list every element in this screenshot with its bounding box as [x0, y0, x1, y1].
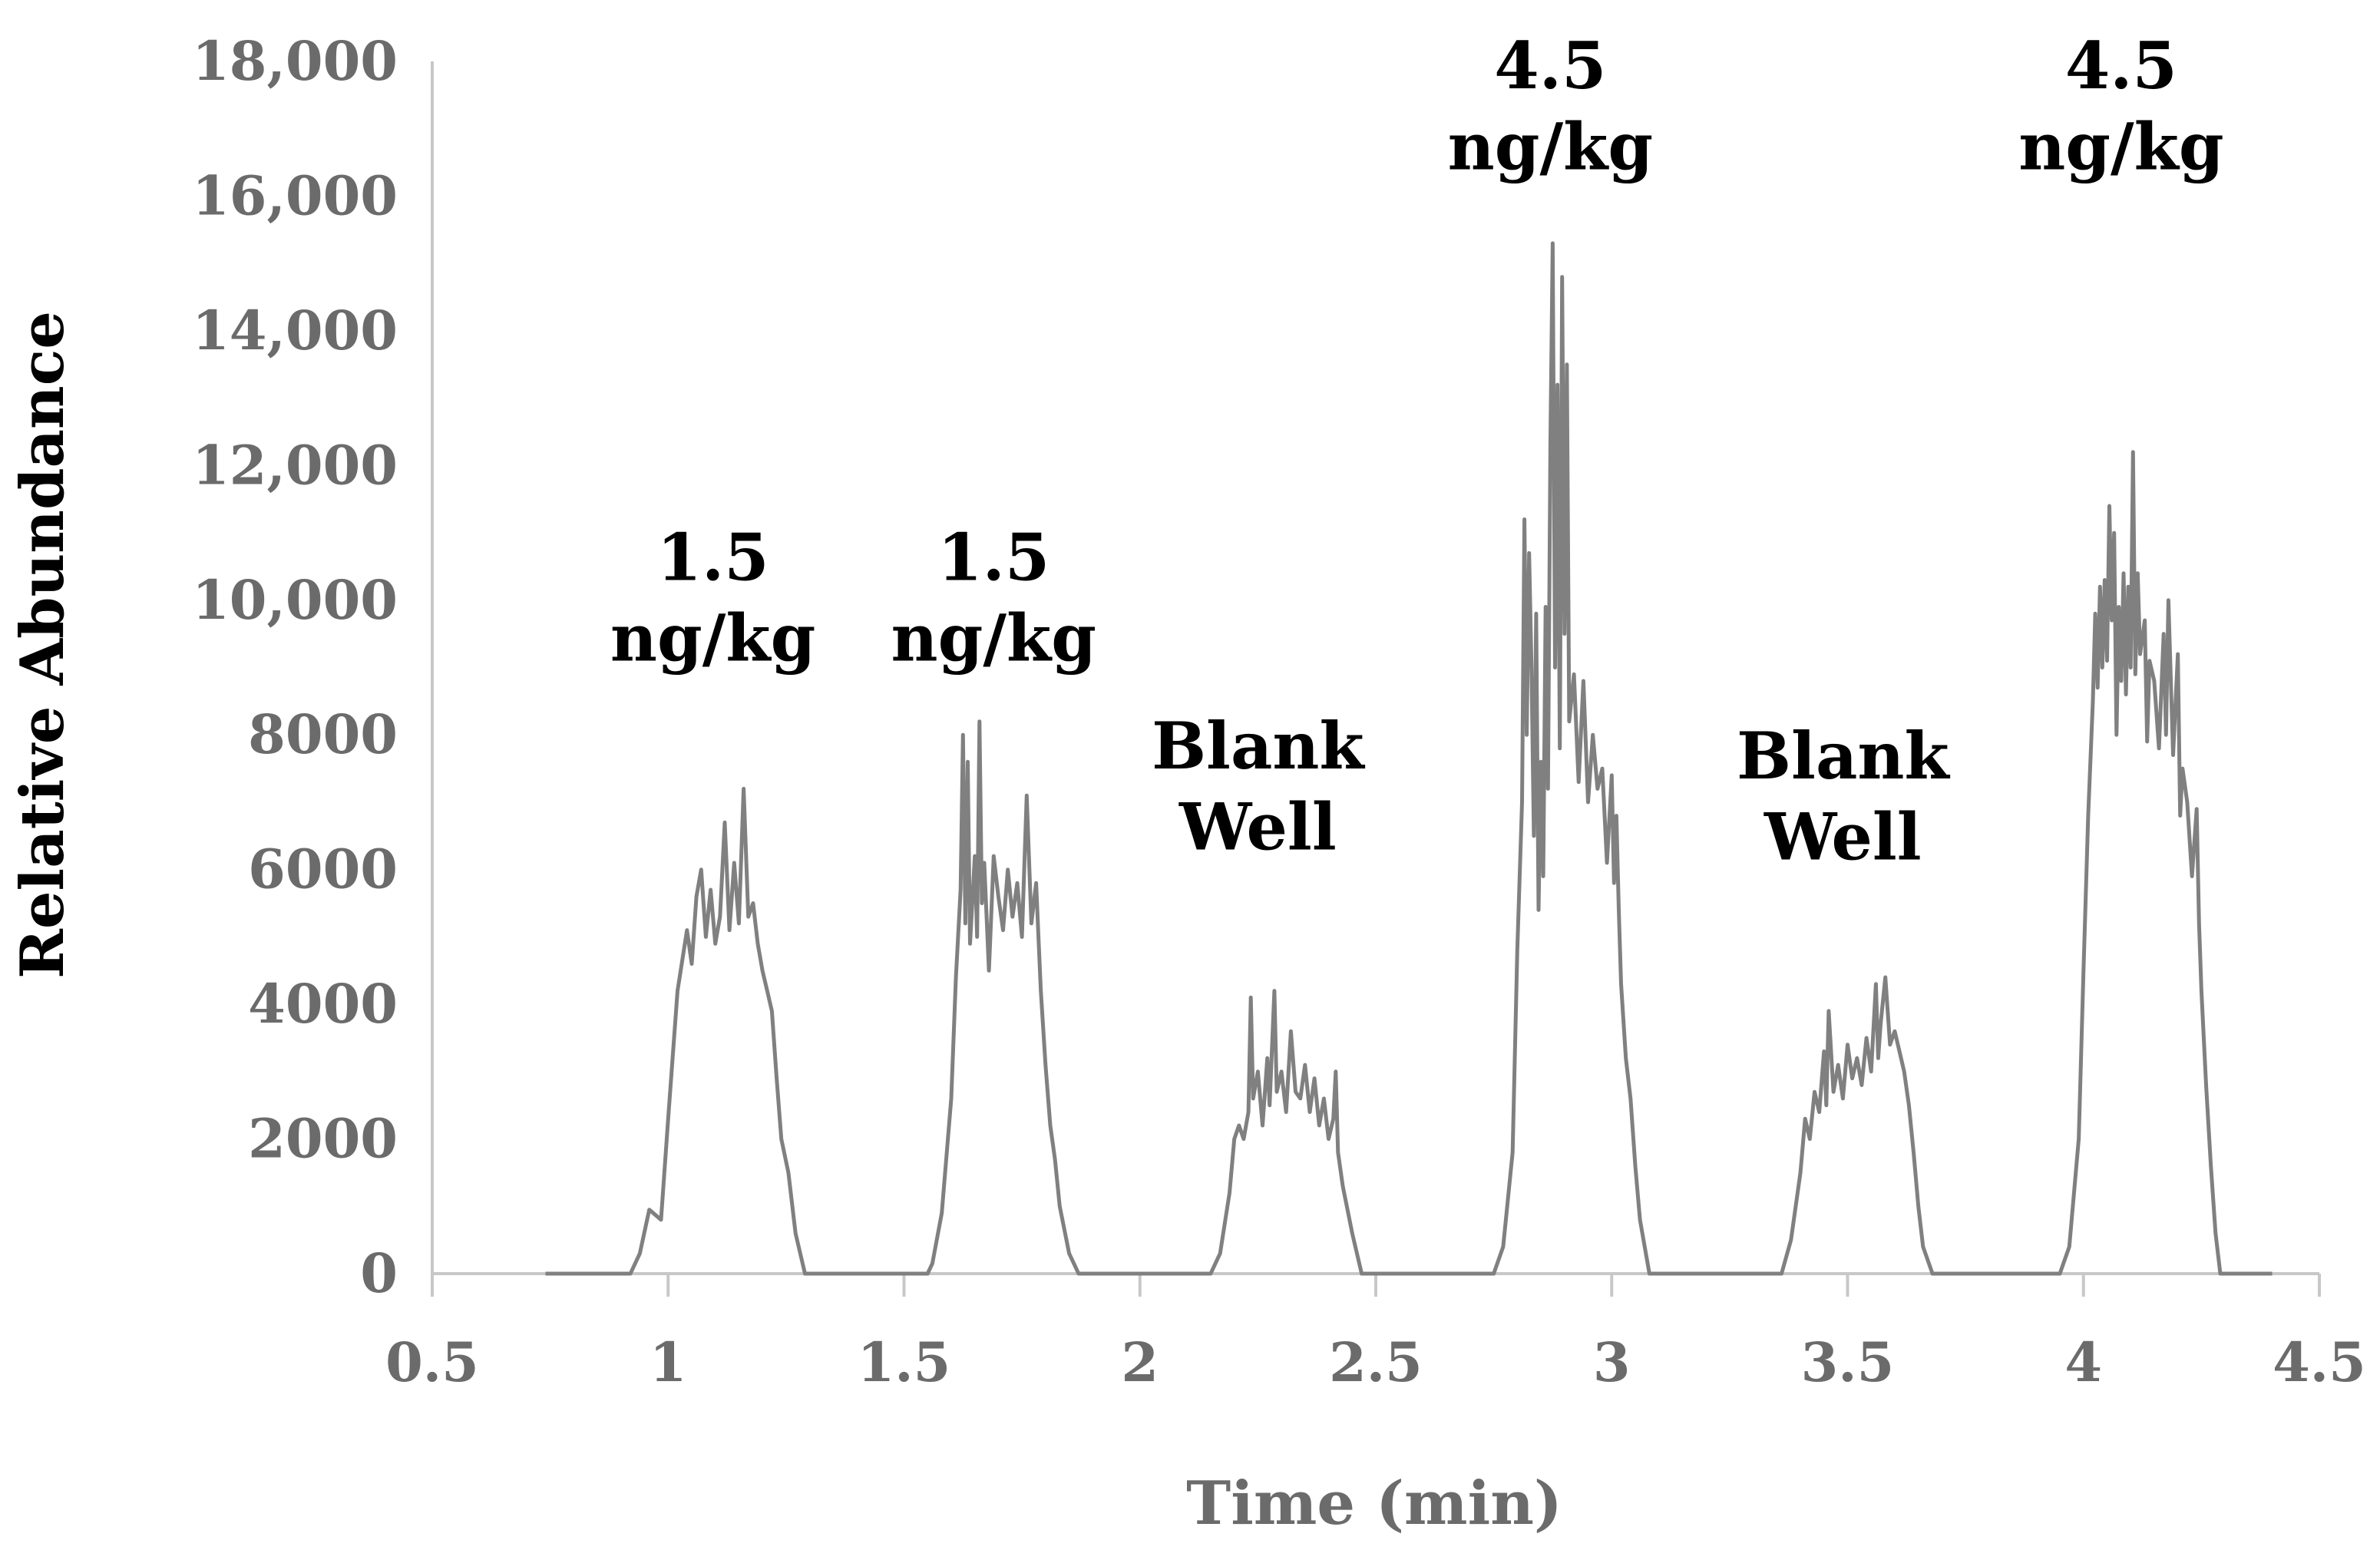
x-tick-label: 1.5: [858, 1330, 951, 1394]
annotation-line-1: Blank: [1152, 708, 1365, 784]
y-tick-label: 12,000: [192, 433, 398, 497]
y-tick-label: 14,000: [192, 299, 398, 362]
series-layer: [545, 241, 2273, 1276]
annotation-line-1: 4.5: [1494, 28, 1606, 104]
x-tick-label: 3: [1593, 1330, 1631, 1394]
y-tick-label: 4000: [248, 972, 398, 1036]
series-line: [545, 241, 2273, 1276]
y-tick-label: 6000: [248, 838, 398, 901]
y-tick-label: 0: [360, 1241, 398, 1305]
annotation-line-2: ng/kg: [2018, 108, 2223, 184]
x-tick-label: 3.5: [1801, 1330, 1895, 1394]
annotation-line-2: ng/kg: [1448, 108, 1653, 184]
y-tick-label: 8000: [248, 702, 398, 766]
y-tick-label: 2000: [248, 1107, 398, 1171]
annotation-line-1: Blank: [1737, 718, 1950, 794]
y-axis-ticks: 0 2000 4000 6000 8000 10,000 12,000 14,000 16,00…: [192, 29, 398, 1305]
peak-annotation: 4.5ng/kg: [2018, 28, 2223, 184]
annotation-line-2: Well: [1178, 788, 1337, 864]
y-axis-title: Relative Abundance: [8, 311, 78, 979]
annotation-layer: 1.5ng/kg1.5ng/kgBlankWell4.5ng/kgBlankWe…: [610, 28, 2224, 874]
x-tick-label: 2.5: [1329, 1330, 1423, 1394]
peak-annotation: 4.5ng/kg: [1448, 28, 1653, 184]
annotation-line-2: Well: [1764, 799, 1922, 875]
y-tick-label: 10,000: [192, 568, 398, 632]
annotation-line-1: 1.5: [657, 519, 769, 595]
x-tick-label: 2: [1121, 1330, 1159, 1394]
annotation-line-1: 1.5: [937, 519, 1050, 595]
x-tick-label: 0.5: [385, 1330, 479, 1394]
annotation-line-1: 4.5: [2065, 28, 2177, 104]
y-tick-label: 18,000: [192, 29, 398, 93]
x-axis-title: Time (min): [1186, 1469, 1562, 1539]
x-axis-ticks: 0.5 1 1.5 2 2.5 3 3.5 4 4.5: [385, 1274, 2366, 1394]
annotation-line-2: ng/kg: [610, 600, 815, 676]
y-tick-label: 16,000: [192, 164, 398, 227]
annotation-line-2: ng/kg: [891, 600, 1096, 676]
x-tick-label: 1: [650, 1330, 687, 1394]
x-tick-label: 4.5: [2273, 1330, 2366, 1394]
plot-area: 0.5 1 1.5 2 2.5 3 3.5 4 4.5 0 2000 4000 6000 8000 10,…: [192, 28, 2366, 1394]
peak-annotation: 1.5ng/kg: [610, 519, 815, 676]
peak-annotation: 1.5ng/kg: [891, 519, 1096, 676]
x-tick-label: 4: [2064, 1330, 2102, 1394]
